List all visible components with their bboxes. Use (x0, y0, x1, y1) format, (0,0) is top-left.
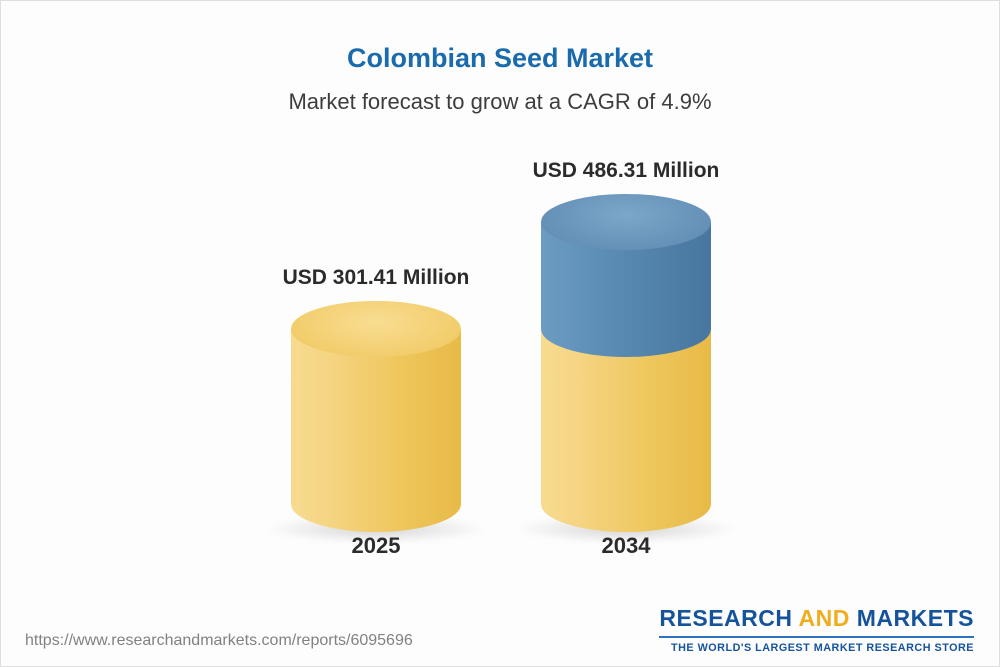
value-label-2025: USD 301.41 Million (282, 266, 470, 290)
page-subtitle: Market forecast to grow at a CAGR of 4.9… (288, 89, 712, 114)
bar-2025-base-segment (291, 301, 461, 532)
logo-word-markets: MARKETS (856, 604, 974, 631)
logo-word-research: RESEARCH (659, 604, 793, 631)
bar-2034-base-segment (541, 329, 711, 532)
bar-2034-top-cap (541, 194, 711, 251)
page-title: Colombian Seed Market (346, 43, 654, 73)
value-label-2034: USD 486.31 Million (532, 159, 720, 182)
logo-wordmark: RESEARCH AND MARKETS (659, 605, 974, 632)
logo-divider (659, 635, 974, 638)
x-axis-label-2034: 2034 (601, 533, 651, 558)
research-and-markets-logo: RESEARCH AND MARKETS THE WORLD'S LARGEST… (659, 605, 974, 654)
report-url: https://www.researchandmarkets.com/repor… (25, 632, 413, 649)
bar-2025-top-cap (291, 301, 461, 358)
bar-2034-growth-segment (541, 194, 711, 358)
x-axis-label-2025: 2025 (351, 533, 401, 558)
logo-tagline: THE WORLD'S LARGEST MARKET RESEARCH STOR… (671, 642, 974, 654)
logo-word-and: AND (798, 604, 850, 631)
